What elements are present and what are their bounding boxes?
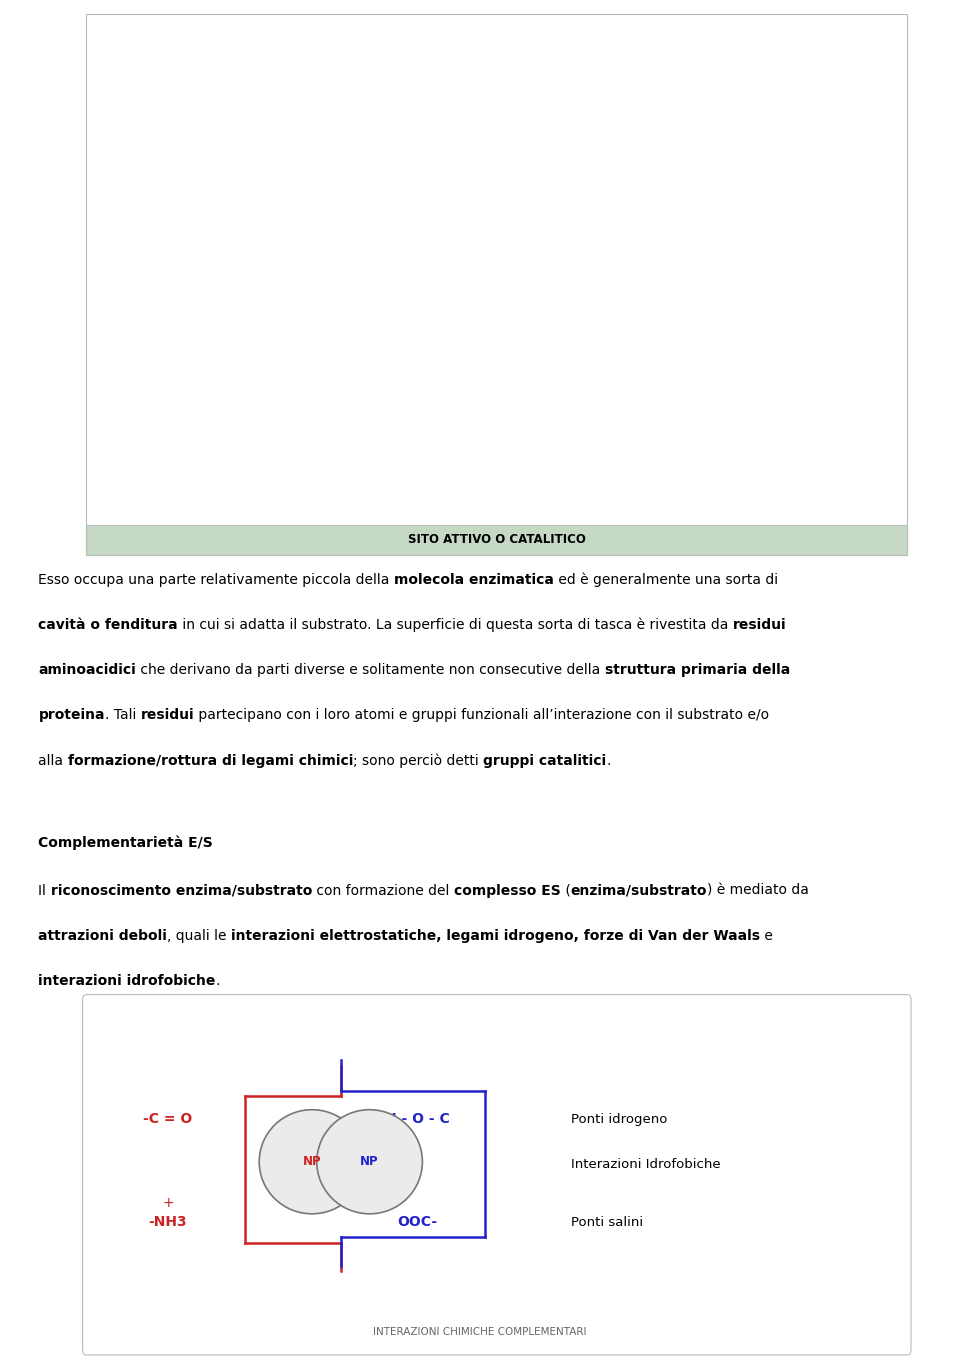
Text: interazioni elettrostatiche, legami idrogeno, forze di Van der Waals: interazioni elettrostatiche, legami idro… — [231, 929, 760, 943]
Text: residui: residui — [141, 708, 194, 722]
Text: complesso ES: complesso ES — [454, 884, 561, 897]
Text: e: e — [760, 929, 773, 943]
Text: .: . — [607, 754, 611, 767]
Text: (: ( — [561, 884, 570, 897]
Text: . Tali: . Tali — [105, 708, 141, 722]
Text: Ponti idrogeno: Ponti idrogeno — [571, 1112, 667, 1126]
Text: in cui si adatta il substrato. La superficie di questa sorta di tasca è rivestit: in cui si adatta il substrato. La superf… — [178, 618, 732, 633]
Text: che derivano da parti diverse e solitamente non consecutive della: che derivano da parti diverse e solitame… — [136, 663, 605, 677]
Text: proteina: proteina — [38, 708, 105, 722]
Text: molecola enzimatica: molecola enzimatica — [395, 573, 554, 586]
Text: alla: alla — [38, 754, 68, 767]
Text: riconoscimento enzima/substrato: riconoscimento enzima/substrato — [51, 884, 312, 897]
Text: interazioni idrofobiche: interazioni idrofobiche — [38, 974, 216, 988]
Text: residui: residui — [732, 618, 786, 632]
Text: +: + — [162, 1196, 174, 1210]
Text: gruppi catalitici: gruppi catalitici — [483, 754, 607, 767]
Text: ed è generalmente una sorta di: ed è generalmente una sorta di — [554, 573, 779, 588]
Text: SITO ATTIVO O CATALITICO: SITO ATTIVO O CATALITICO — [408, 533, 586, 547]
Text: con formazione del: con formazione del — [312, 884, 454, 897]
Text: INTERAZIONI CHIMICHE COMPLEMENTARI: INTERAZIONI CHIMICHE COMPLEMENTARI — [373, 1326, 587, 1337]
Text: Ponti salini: Ponti salini — [571, 1215, 643, 1229]
Text: struttura primaria della: struttura primaria della — [605, 663, 790, 677]
Text: Esso occupa una parte relativamente piccola della: Esso occupa una parte relativamente picc… — [38, 573, 395, 586]
Text: formazione/rottura di legami chimici: formazione/rottura di legami chimici — [68, 754, 353, 767]
Text: , quali le: , quali le — [167, 929, 231, 943]
Text: enzima/substrato: enzima/substrato — [570, 884, 707, 897]
FancyBboxPatch shape — [86, 14, 907, 555]
FancyBboxPatch shape — [83, 995, 911, 1355]
Text: -C = O: -C = O — [143, 1112, 193, 1126]
FancyBboxPatch shape — [86, 525, 907, 555]
Text: .: . — [216, 974, 220, 988]
Text: NP: NP — [302, 1155, 322, 1169]
Text: ; sono perciò detti: ; sono perciò detti — [353, 754, 483, 769]
Text: Interazioni Idrofobiche: Interazioni Idrofobiche — [571, 1158, 721, 1171]
Ellipse shape — [259, 1110, 365, 1214]
Text: cavità o fenditura: cavità o fenditura — [38, 618, 178, 632]
Text: OOC-: OOC- — [397, 1215, 438, 1229]
Text: Il: Il — [38, 884, 51, 897]
Text: Complementarietà E/S: Complementarietà E/S — [38, 836, 213, 851]
Text: ) è mediato da: ) è mediato da — [707, 884, 808, 897]
Text: attrazioni deboli: attrazioni deboli — [38, 929, 167, 943]
Text: aminoacidici: aminoacidici — [38, 663, 136, 677]
Text: NP: NP — [360, 1155, 379, 1169]
Text: H - O - C: H - O - C — [385, 1112, 450, 1126]
Text: partecipano con i loro atomi e gruppi funzionali all’interazione con il substrat: partecipano con i loro atomi e gruppi fu… — [194, 708, 769, 722]
Text: -NH3: -NH3 — [149, 1215, 187, 1229]
Ellipse shape — [317, 1110, 422, 1214]
